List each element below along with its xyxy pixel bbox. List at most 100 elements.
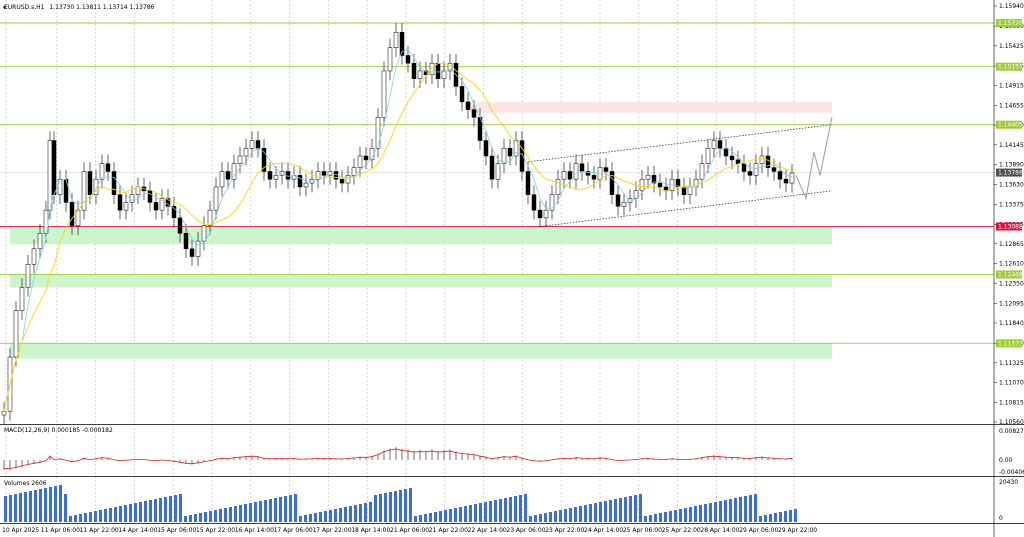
macd-panel[interactable]: 0.008274 0.00 -0.004062	[3, 428, 1024, 476]
main-price-panel[interactable]	[0, 0, 1024, 424]
volume-bar	[404, 489, 407, 522]
volume-bar	[729, 499, 732, 522]
time-tick-label: 10 Apr 2025	[2, 527, 39, 534]
volume-bar	[624, 497, 627, 522]
volume-bar	[124, 505, 127, 522]
candle	[81, 171, 87, 211]
volume-bar	[29, 491, 32, 522]
volume-bar	[454, 508, 457, 522]
volume-bar	[664, 512, 667, 522]
candle	[537, 209, 543, 219]
volume-bar	[194, 514, 197, 522]
candle	[723, 148, 729, 157]
volume-bar	[779, 512, 782, 522]
time-tick-label: 17 Apr 06:00	[274, 527, 313, 534]
volume-bar	[189, 515, 192, 522]
volume-bar	[364, 503, 367, 522]
time-tick-label: 23 Apr 22:00	[545, 527, 584, 534]
volume-bar	[54, 486, 57, 522]
candle	[465, 101, 471, 110]
volume-bar	[739, 497, 742, 522]
candle	[303, 182, 309, 188]
candle	[651, 175, 657, 184]
volume-bar	[359, 504, 362, 522]
candle	[357, 155, 363, 168]
volume-bar	[734, 498, 737, 522]
volume-bar	[109, 508, 112, 522]
candle	[363, 155, 369, 161]
candle	[387, 47, 393, 72]
volume-bar	[144, 501, 147, 522]
volume-bar	[709, 503, 712, 522]
candle	[345, 175, 351, 184]
volume-bar	[574, 507, 577, 522]
volume-bar	[409, 488, 412, 522]
price-tick-label: 1.11070	[999, 380, 1024, 387]
candle	[555, 178, 561, 195]
volume-bar	[499, 499, 502, 522]
volume-bar	[714, 502, 717, 522]
candle	[57, 178, 63, 195]
price-tick-label: 1.12095	[999, 300, 1024, 307]
candle	[279, 171, 285, 176]
volume-bar	[459, 507, 462, 522]
volume-bar	[354, 505, 357, 522]
vertical-grid	[5, 0, 795, 523]
candle	[195, 240, 201, 257]
volume-bar	[479, 503, 482, 522]
volume-bar	[94, 511, 97, 522]
volume-bar	[504, 498, 507, 522]
price-zones	[10, 101, 832, 359]
volumes-panel[interactable]: 20430 0	[4, 479, 1018, 522]
candle	[741, 163, 747, 172]
candle	[399, 32, 405, 56]
volume-bar	[724, 500, 727, 522]
volume-bar	[609, 500, 612, 522]
volume-bar	[199, 513, 202, 522]
volume-bar	[129, 504, 132, 522]
price-tick-label: 1.10815	[999, 399, 1024, 406]
candle	[111, 171, 117, 195]
volume-bar	[149, 500, 152, 522]
volume-bar	[544, 513, 547, 522]
volume-bar	[449, 509, 452, 522]
volume-bar	[444, 510, 447, 522]
volume-bar	[434, 512, 437, 522]
candle	[525, 171, 531, 195]
volume-bar	[744, 496, 747, 522]
candle	[243, 148, 249, 157]
dropdown-triangle-icon[interactable]: ▼	[3, 5, 7, 10]
candle	[63, 178, 69, 203]
volume-bar	[249, 503, 252, 522]
volume-bar	[559, 510, 562, 522]
volume-bar	[214, 510, 217, 522]
candle	[549, 194, 555, 211]
volume-bar	[384, 493, 387, 522]
volume-bar	[754, 494, 757, 522]
candle	[531, 194, 537, 211]
moving-averages	[3, 49, 793, 412]
time-axis[interactable]: 10 Apr 2025 11 Apr 06:00 11 Apr 22:00 14 Ap…	[2, 527, 817, 534]
price-tick-label: 1.11840	[999, 320, 1024, 327]
volume-scale-label: 0	[999, 515, 1003, 522]
time-tick-label: 14 Apr 14:00	[118, 527, 157, 534]
candle	[483, 140, 489, 157]
volume-bar	[464, 506, 467, 522]
volume-bar	[59, 485, 62, 522]
time-tick-label: 28 Apr 14:00	[700, 527, 739, 534]
candle	[69, 202, 75, 226]
volume-bar	[69, 516, 72, 522]
volume-bar	[704, 504, 707, 522]
candle	[783, 178, 789, 184]
volume-bar	[319, 512, 322, 522]
volume-bar	[554, 511, 557, 522]
volume-bar	[89, 512, 92, 522]
price-tick-label: 1.12865	[999, 241, 1024, 248]
volume-bar	[719, 501, 722, 522]
volume-bar	[469, 505, 472, 522]
candle	[753, 163, 759, 176]
volume-bar	[694, 506, 697, 522]
candle	[47, 140, 53, 211]
volume-bar	[134, 503, 137, 522]
